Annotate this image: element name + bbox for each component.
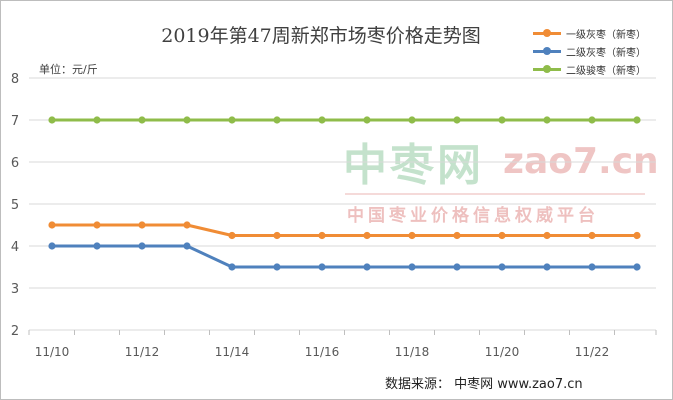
- data-point: [273, 116, 281, 124]
- data-point: [363, 116, 371, 124]
- legend-swatch-marker: [543, 65, 551, 73]
- data-point: [498, 231, 506, 240]
- data-point: [363, 263, 371, 271]
- data-point: [408, 231, 416, 240]
- data-point: [498, 116, 506, 124]
- data-point: [138, 116, 146, 124]
- unit-label: 单位：元/斤: [39, 63, 98, 76]
- legend-item: 一级灰枣（新枣）: [531, 24, 646, 42]
- data-point: [498, 263, 506, 271]
- watermark-rule: [345, 193, 645, 195]
- data-point: [93, 116, 101, 124]
- data-point: [228, 231, 236, 240]
- legend-label: 一级灰枣（新枣）: [566, 29, 646, 41]
- data-point: [363, 231, 371, 240]
- y-tick-label: 7: [11, 114, 19, 129]
- series-line: [50, 244, 639, 269]
- x-tick-label: 11/14: [215, 345, 250, 359]
- y-tick-label: 2: [11, 324, 19, 339]
- y-tick-label: 4: [11, 240, 19, 255]
- legend-swatch-marker: [543, 47, 551, 55]
- legend-item: 二级骏枣（新枣）: [531, 60, 646, 78]
- data-point: [93, 242, 101, 250]
- watermark-slogan: 中国枣业价格信息权威平台: [347, 206, 599, 226]
- data-point: [273, 263, 281, 271]
- data-point: [453, 231, 461, 240]
- legend-swatch: [531, 28, 563, 38]
- data-point: [183, 221, 191, 229]
- data-point: [318, 263, 326, 271]
- data-point: [588, 116, 596, 124]
- data-point: [633, 263, 641, 271]
- legend-swatch: [531, 64, 563, 74]
- data-point: [183, 242, 191, 250]
- data-point: [633, 116, 641, 124]
- data-point: [48, 242, 56, 250]
- data-point: [138, 221, 146, 229]
- legend-swatch-marker: [543, 29, 551, 37]
- data-point: [228, 116, 236, 124]
- y-tick-label: 6: [11, 156, 19, 171]
- data-point: [318, 116, 326, 124]
- data-point: [453, 116, 461, 124]
- data-point: [138, 242, 146, 250]
- data-point: [408, 116, 416, 124]
- data-point: [183, 116, 191, 124]
- legend-swatch: [531, 46, 563, 56]
- legend-label: 二级灰枣（新枣）: [566, 47, 646, 59]
- data-point: [318, 231, 326, 240]
- data-point: [48, 116, 56, 124]
- data-point: [273, 231, 281, 240]
- data-point: [48, 221, 56, 229]
- x-tick-label: 11/22: [575, 345, 610, 359]
- legend-item: 二级灰枣（新枣）: [531, 42, 646, 60]
- data-point: [588, 231, 596, 240]
- chart-title: 2019年第47周新郑市场枣价格走势图: [161, 25, 481, 47]
- data-point: [588, 263, 596, 271]
- data-point: [543, 116, 551, 124]
- legend: 一级灰枣（新枣） 二级灰枣（新枣） 二级骏枣（新枣）: [531, 24, 646, 78]
- series-line: [50, 223, 639, 237]
- x-tick-label: 11/16: [305, 345, 340, 359]
- x-tick-label: 11/12: [125, 345, 160, 359]
- watermark-brand: 中枣网: [343, 140, 484, 191]
- x-tick-label: 11/18: [395, 345, 430, 359]
- data-point: [543, 231, 551, 240]
- data-point: [408, 263, 416, 271]
- data-point: [543, 263, 551, 271]
- y-tick-label: 3: [11, 282, 19, 297]
- data-point: [453, 263, 461, 271]
- data-source: 数据来源： 中枣网 www.zao7.cn: [385, 377, 583, 392]
- data-point: [228, 263, 236, 271]
- y-tick-label: 5: [11, 198, 19, 213]
- y-tick-label: 8: [11, 72, 19, 87]
- x-tick-label: 11/20: [485, 345, 520, 359]
- x-tick-label: 11/10: [35, 345, 70, 359]
- data-point: [633, 231, 641, 240]
- legend-label: 二级骏枣（新枣）: [566, 65, 646, 77]
- data-point: [93, 221, 101, 229]
